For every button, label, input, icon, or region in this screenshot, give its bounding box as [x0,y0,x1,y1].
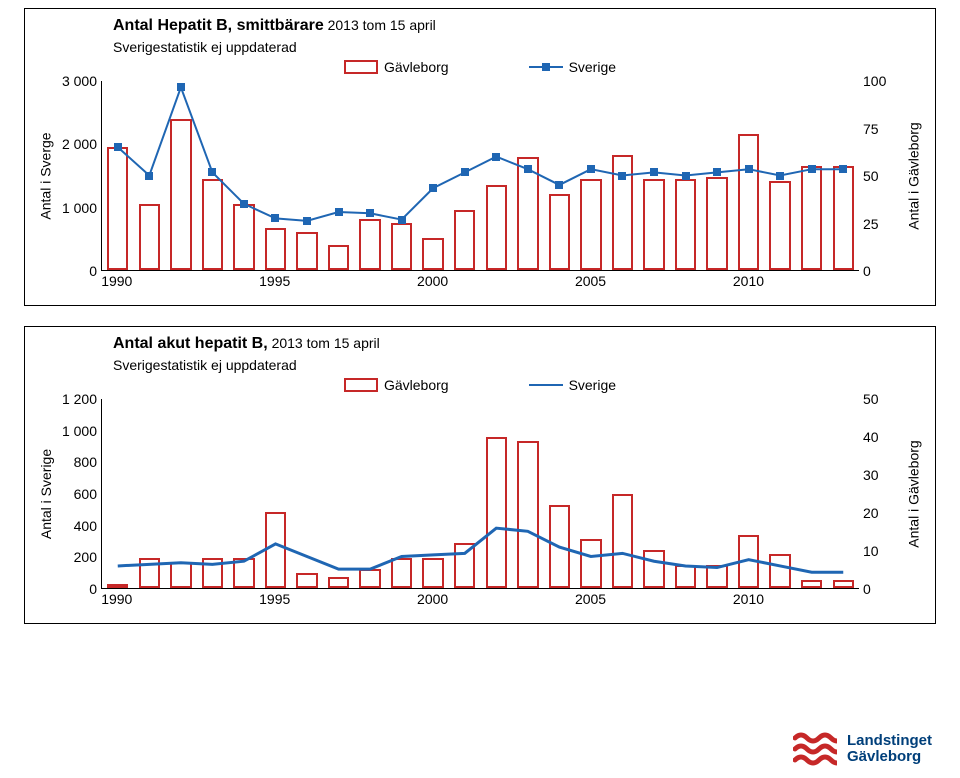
x-tick-label: 2005 [575,273,606,289]
line-marker [682,172,690,180]
brand-line1: Landstinget [847,733,932,749]
legend: Gävleborg Sverige [37,59,923,75]
line-marker [114,143,122,151]
y-tick-label: 800 [74,454,97,470]
waves-icon [793,730,837,768]
line-marker [335,208,343,216]
line-marker [461,168,469,176]
y-tick-label: 20 [863,505,879,521]
y-tick-label: 40 [863,429,879,445]
chart-title-sub: 2013 tom 15 april [324,17,436,33]
y-tick-label: 50 [863,168,879,184]
y-tick-label: 1 000 [62,423,97,439]
x-tick-label: 1995 [259,591,290,607]
chart-area: Antal i Sverge01 0002 0003 0000255075100… [37,81,923,271]
y-tick-label: 2 000 [62,136,97,152]
left-axis-title: Antal i Sverige [38,449,54,539]
chart-subtitle: Sverigestatistik ej uppdaterad [113,39,923,55]
chart-panel: Antal akut hepatit B, 2013 tom 15 april S… [24,326,936,624]
line-swatch-icon [529,379,563,391]
line-marker [618,172,626,180]
y-tick-label: 400 [74,518,97,534]
line-marker [713,168,721,176]
legend: Gävleborg Sverige [37,377,923,393]
x-tick-label: 1990 [101,273,132,289]
legend-bar: Gävleborg [344,59,449,75]
x-tick-label: 2000 [417,591,448,607]
right-axis-title: Antal i Gävleborg [906,440,922,547]
line-marker [271,214,279,222]
x-tick-label: 2010 [733,273,764,289]
y-tick-label: 600 [74,486,97,502]
line-marker [650,168,658,176]
x-tick-label: 2000 [417,273,448,289]
y-tick-label: 10 [863,543,879,559]
line-marker [524,165,532,173]
chart-title: Antal Hepatit B, smittbärare [113,17,324,34]
line-marker [808,165,816,173]
plot-area [101,399,859,589]
left-axis-ticks: 01 0002 0003 000 [55,81,101,271]
line-marker [839,165,847,173]
line-marker [303,217,311,225]
page: Antal Hepatit B, smittbärare 2013 tom 15… [0,0,960,778]
line-swatch-icon [529,61,563,73]
right-axis-title: Antal i Gävleborg [906,122,922,229]
legend-bar-label: Gävleborg [384,377,449,393]
line-marker [145,172,153,180]
line-marker [776,172,784,180]
line-marker [208,168,216,176]
brand-line2: Gävleborg [847,749,932,765]
plot-area [101,81,859,271]
y-tick-label: 3 000 [62,73,97,89]
line-marker [492,153,500,161]
line-marker [587,165,595,173]
x-axis-ticks: 1990 1995 2000 2005 2010 [101,271,859,293]
line-marker [177,83,185,91]
line-marker [398,216,406,224]
y-tick-label: 30 [863,467,879,483]
line-marker [240,200,248,208]
legend-bar-label: Gävleborg [384,59,449,75]
chart-area: Antal i Sverige02004006008001 0001 20001… [37,399,923,589]
right-axis-ticks: 01020304050 [859,399,905,589]
legend-bar: Gävleborg [344,377,449,393]
x-axis-ticks: 1990 1995 2000 2005 2010 [101,589,859,611]
x-tick-label: 1990 [101,591,132,607]
brand-logo: Landstinget Gävleborg [793,730,932,768]
y-tick-label: 75 [863,121,879,137]
chart-subtitle: Sverigestatistik ej uppdaterad [113,357,923,373]
y-tick-label: 0 [89,263,97,279]
brand-text: Landstinget Gävleborg [847,733,932,765]
line-marker [429,184,437,192]
y-tick-label: 0 [863,263,871,279]
y-tick-label: 0 [863,581,871,597]
x-tick-label: 1995 [259,273,290,289]
y-tick-label: 200 [74,549,97,565]
chart-title: Antal akut hepatit B, [113,335,268,352]
right-axis-ticks: 0255075100 [859,81,905,271]
line-marker [555,181,563,189]
legend-line-label: Sverige [569,59,616,75]
legend-line: Sverige [529,59,616,75]
y-tick-label: 100 [863,73,886,89]
y-tick-label: 0 [89,581,97,597]
y-tick-label: 50 [863,391,879,407]
legend-line-label: Sverige [569,377,616,393]
x-tick-label: 2005 [575,591,606,607]
line-marker [745,165,753,173]
chart-title-sub: 2013 tom 15 april [268,335,380,351]
left-axis-title: Antal i Sverge [38,132,54,219]
legend-line: Sverige [529,377,616,393]
y-tick-label: 1 200 [62,391,97,407]
chart-panel: Antal Hepatit B, smittbärare 2013 tom 15… [24,8,936,306]
x-tick-label: 2010 [733,591,764,607]
left-axis-ticks: 02004006008001 0001 200 [55,399,101,589]
bar-swatch-icon [344,378,378,392]
y-tick-label: 25 [863,216,879,232]
line-series [102,399,859,588]
bar-swatch-icon [344,60,378,74]
line-marker [366,209,374,217]
y-tick-label: 1 000 [62,200,97,216]
